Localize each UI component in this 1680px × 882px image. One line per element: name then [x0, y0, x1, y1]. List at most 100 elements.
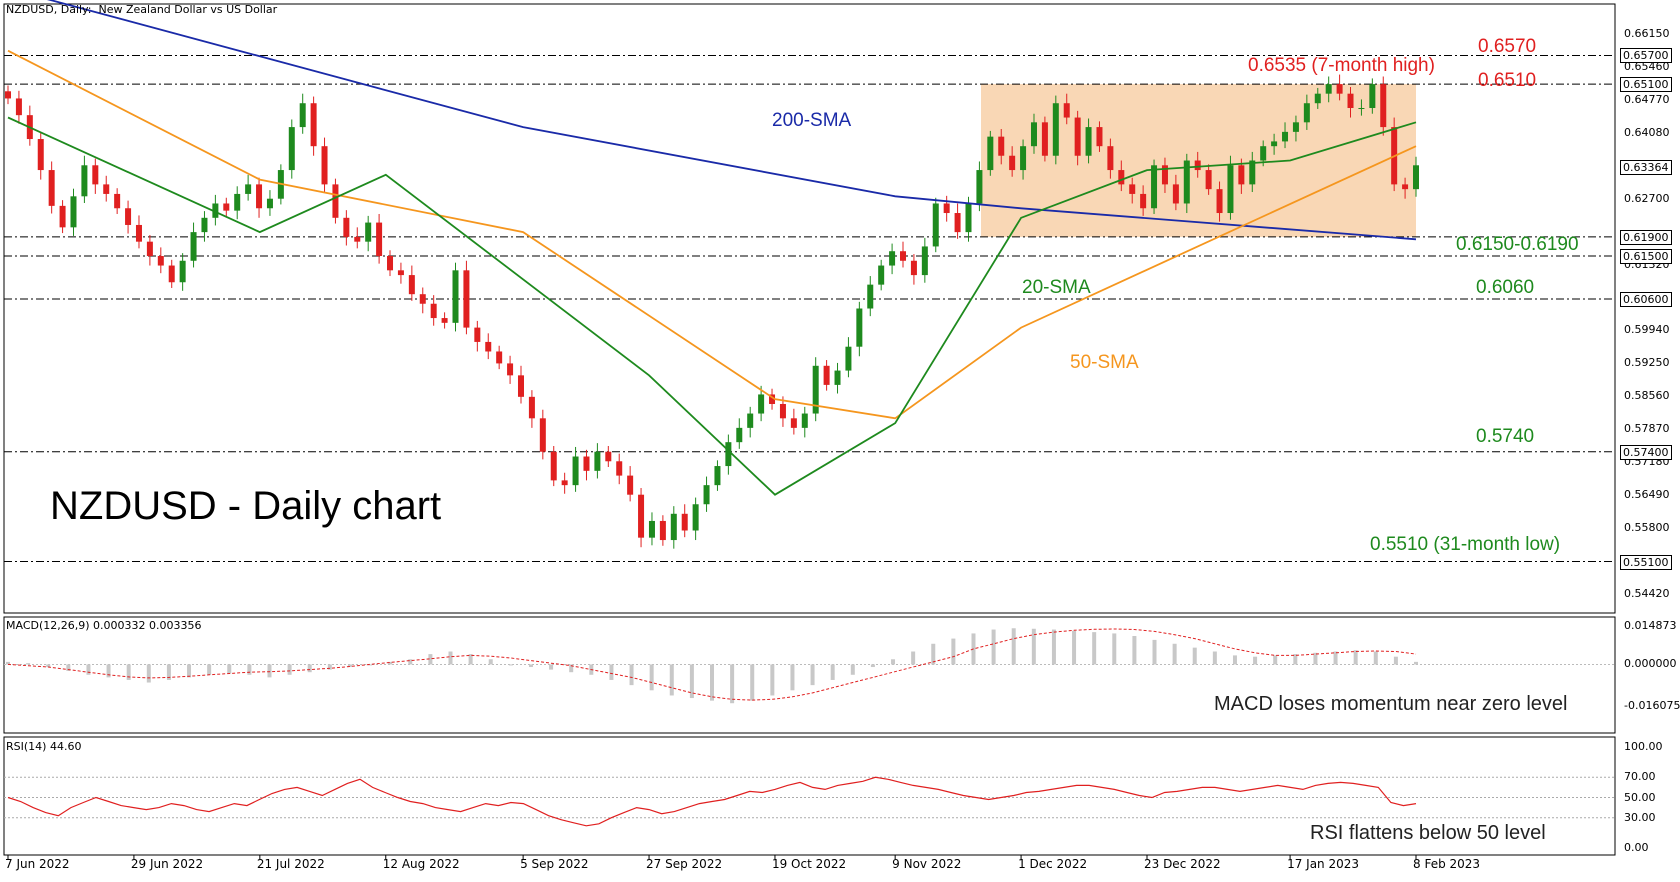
candle [561, 472, 568, 494]
y-tick-label: 0.59940 [1624, 323, 1670, 337]
candle [845, 337, 852, 378]
candle [310, 96, 317, 156]
candle [1347, 86, 1354, 118]
macd-bar [629, 664, 634, 686]
candle [1074, 110, 1081, 166]
rsi-line [7, 776, 1417, 827]
y-tick-label: 0.54420 [1624, 587, 1670, 600]
macd-y-tick-label: 0.014873 [1624, 619, 1677, 632]
macd-bar [368, 664, 373, 666]
macd-bar [327, 664, 332, 670]
candle [648, 512, 655, 546]
macd-bar [730, 664, 735, 704]
y-tick-label: 0.64080 [1624, 125, 1670, 139]
candle [517, 365, 524, 404]
macd-bar [106, 664, 111, 678]
macd-bar [1152, 639, 1157, 665]
macd-bar [166, 664, 171, 680]
candle [1085, 118, 1092, 164]
macd-bar [347, 664, 352, 668]
x-tick-label: 12 Aug 2022 [382, 857, 460, 871]
macd-bar [66, 664, 71, 671]
candle [921, 237, 928, 283]
macd-bar [1333, 651, 1338, 665]
candle [943, 195, 950, 222]
macd-bar [207, 664, 212, 675]
candle [736, 418, 743, 449]
candle [332, 178, 339, 224]
candle [856, 301, 863, 357]
candle [387, 250, 394, 277]
candle [627, 466, 634, 502]
macd-bar [891, 659, 896, 665]
y-tick-label: 0.62700 [1624, 191, 1670, 205]
y-tick-label: 0.61320 [1624, 257, 1670, 271]
y-tick-label: 0.64770 [1624, 92, 1670, 106]
candle [376, 213, 383, 264]
candle [910, 254, 917, 285]
candle [15, 90, 22, 124]
candle [1358, 99, 1365, 116]
candle [965, 196, 972, 242]
candle [168, 259, 175, 288]
macd-bar [951, 638, 956, 665]
candle [1336, 74, 1343, 101]
candle [496, 345, 503, 370]
candle [81, 155, 88, 204]
candle [616, 453, 623, 485]
macd-bar [1212, 651, 1217, 665]
candle [1052, 95, 1059, 165]
x-tick-label: 9 Nov 2022 [892, 857, 962, 871]
candle [485, 333, 492, 360]
candle [779, 396, 786, 427]
symbol-description: New Zealand Dollar vs US Dollar [98, 3, 278, 16]
candle [900, 241, 907, 268]
seven-month-high-label: 0.6535 (7-month high) [1248, 55, 1435, 76]
rsi-y-tick-label: 50.00 [1624, 790, 1656, 804]
rsi-y-tick-label: 30.00 [1624, 810, 1656, 824]
macd-bar [1011, 628, 1016, 665]
macd-bar [86, 664, 91, 675]
price-box-label: 0.65100 [1620, 77, 1672, 93]
candle [1282, 122, 1289, 149]
candle [681, 504, 688, 538]
macd-bar [448, 651, 453, 665]
macd-panel-frame [3, 616, 1616, 734]
candle [234, 186, 241, 220]
candle [103, 175, 110, 202]
candle [1140, 185, 1147, 216]
macd-bar [428, 654, 433, 665]
candle [801, 406, 808, 438]
candle [1249, 151, 1256, 193]
candle [572, 446, 579, 492]
x-tick-label: 27 Sep 2022 [646, 857, 723, 871]
candle [452, 262, 459, 332]
candle [747, 406, 754, 438]
candle [714, 460, 721, 491]
candle [201, 211, 208, 242]
candle [125, 200, 132, 234]
macd-bar [1393, 656, 1398, 665]
macd-bar [1132, 636, 1137, 665]
macd-bar [569, 664, 574, 673]
candle [441, 312, 448, 329]
level-0-6570-label: 0.6570 [1478, 36, 1537, 57]
rsi-y-tick-label: 100.00 [1624, 740, 1663, 753]
candle [539, 409, 546, 460]
candle [594, 443, 601, 479]
candle [365, 215, 372, 252]
candle [834, 362, 841, 394]
candle [703, 476, 710, 512]
sma50-label: 50-SMA [1070, 352, 1139, 373]
candle [48, 161, 55, 214]
macd-bar [1253, 656, 1258, 665]
candle [670, 506, 677, 549]
x-tick-label: 1 Dec 2022 [1018, 857, 1088, 871]
macd-bar [528, 664, 533, 668]
macd-bar [227, 664, 232, 674]
macd-bar [549, 664, 554, 670]
macd-bar [750, 664, 755, 701]
candle [463, 260, 470, 335]
price-box-label: 0.63364 [1620, 160, 1672, 175]
